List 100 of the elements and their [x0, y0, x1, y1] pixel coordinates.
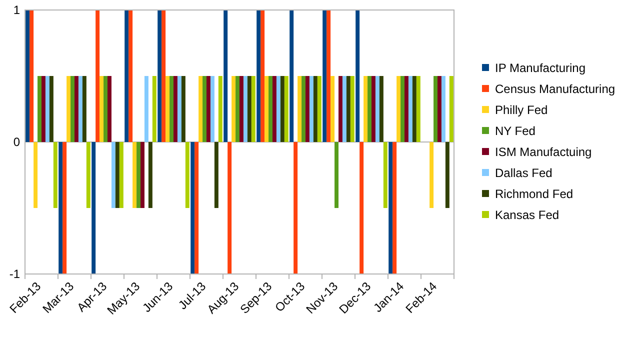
bar — [416, 76, 420, 142]
bar — [140, 142, 144, 208]
bar — [368, 76, 372, 142]
bar — [62, 142, 67, 274]
bar — [441, 76, 446, 142]
bar — [256, 10, 261, 142]
bar — [34, 142, 38, 208]
bar — [104, 76, 108, 142]
bar — [434, 76, 438, 142]
bar — [284, 76, 288, 142]
bar — [236, 76, 240, 142]
bar — [400, 76, 404, 142]
bar — [356, 10, 360, 142]
bar — [214, 142, 218, 208]
bar — [82, 76, 86, 142]
bar — [100, 76, 104, 142]
bar — [247, 76, 252, 142]
bar — [364, 76, 368, 142]
bar — [42, 76, 46, 142]
bar — [132, 142, 137, 208]
bar — [317, 76, 322, 142]
bar — [408, 76, 412, 142]
bar — [404, 76, 408, 142]
bar — [240, 76, 244, 142]
bar — [49, 76, 54, 142]
bar — [313, 76, 318, 142]
bar — [272, 76, 276, 142]
bar — [306, 76, 310, 142]
bar — [70, 76, 74, 142]
bar — [342, 76, 346, 142]
bar — [185, 142, 190, 208]
bar — [92, 142, 96, 274]
legend-label: IP Manufacturing — [495, 61, 586, 76]
bar — [412, 76, 416, 142]
bar — [334, 142, 338, 208]
bar — [280, 76, 284, 142]
bar — [170, 76, 174, 142]
bar — [260, 10, 265, 142]
bar — [45, 76, 50, 142]
bar — [128, 10, 133, 142]
bar — [438, 76, 442, 142]
bar — [206, 76, 210, 142]
bar — [144, 76, 148, 142]
bar — [298, 76, 302, 142]
legend-label: Richmond Fed — [495, 187, 574, 202]
bar — [268, 76, 272, 142]
bar — [224, 10, 228, 142]
bar — [108, 76, 112, 142]
bar — [198, 76, 203, 142]
bar — [26, 10, 30, 142]
legend-label: Philly Fed — [495, 103, 548, 118]
legend-label: NY Fed — [495, 124, 536, 138]
bar — [190, 142, 195, 274]
bar — [290, 10, 294, 142]
bar — [383, 142, 388, 208]
bar — [350, 76, 354, 142]
bar — [166, 76, 170, 142]
legend-label: Census Manufacturing — [495, 82, 616, 96]
bar — [30, 10, 34, 142]
y-tick-label: 0 — [13, 135, 20, 150]
bar — [162, 10, 166, 142]
bar — [124, 10, 129, 142]
bar — [338, 76, 342, 142]
y-tick-label: 1 — [13, 3, 20, 18]
bar — [174, 76, 178, 142]
bar — [322, 10, 327, 142]
bar — [430, 142, 434, 208]
bar — [194, 142, 199, 274]
bar — [74, 76, 78, 142]
bar — [379, 76, 384, 142]
bar — [96, 10, 100, 142]
bar — [38, 76, 42, 142]
legend-label: Kansas Fed — [495, 208, 560, 222]
bar — [445, 142, 450, 208]
legend-label: ISM Manufactuing — [495, 145, 592, 160]
bar — [148, 142, 152, 208]
bar — [264, 76, 269, 142]
bar — [326, 10, 331, 142]
bar — [360, 142, 364, 274]
bar — [111, 142, 116, 208]
bar — [243, 76, 248, 142]
bar — [210, 76, 214, 142]
bar — [115, 142, 120, 208]
bar — [330, 76, 335, 142]
bar — [396, 76, 401, 142]
bar — [392, 142, 397, 274]
bar — [86, 142, 90, 208]
bar — [346, 76, 350, 142]
bar — [53, 142, 58, 208]
bar — [218, 76, 222, 142]
bar — [228, 142, 232, 274]
legend-label: Dallas Fed — [495, 166, 552, 180]
bar — [309, 76, 314, 142]
y-tick-label: -1 — [9, 267, 20, 282]
bar — [119, 142, 124, 208]
bar — [158, 10, 162, 142]
bar — [302, 76, 306, 142]
bar — [78, 76, 82, 142]
bar — [251, 76, 256, 142]
bar — [152, 76, 156, 142]
